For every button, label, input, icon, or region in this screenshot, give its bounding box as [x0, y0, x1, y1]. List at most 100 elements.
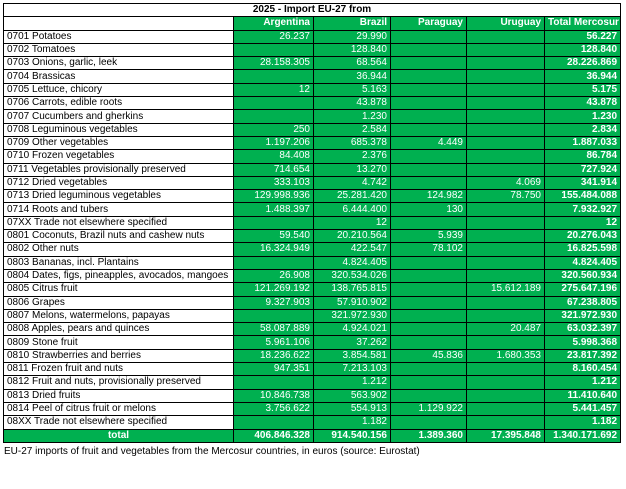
data-row: 0814 Peel of citrus fruit or melons 3.756…	[3, 401, 622, 417]
table-title: 2025 - Import EU-27 from	[2, 2, 622, 18]
value-cell: 5.961.106	[233, 335, 314, 350]
value-cell	[233, 375, 314, 390]
value-cell	[390, 109, 467, 124]
value-cell: 26.237	[233, 29, 314, 44]
value-cell: 320.534.026	[313, 268, 391, 284]
value-cell: 685.378	[313, 135, 391, 151]
column-header: Uruguay	[466, 16, 545, 31]
value-cell	[390, 69, 467, 84]
value-cell	[466, 229, 545, 244]
corner	[3, 16, 234, 31]
value-cell	[466, 415, 545, 430]
value-cell	[390, 56, 467, 71]
data-row: 0812 Fruit and nuts, provisionally prese…	[3, 375, 622, 390]
row-label: 0708 Leguminous vegetables	[3, 122, 234, 137]
row-label: 0710 Frozen vegetables	[3, 149, 234, 164]
column-header: Total Mercosur	[543, 16, 622, 31]
value-cell: 947.351	[233, 362, 314, 377]
data-row: 0806 Grapes 9.327.903 57.910.902 67.238.805	[3, 295, 622, 310]
value-cell	[466, 215, 545, 231]
total-label: total	[3, 428, 234, 443]
value-cell	[466, 308, 545, 324]
value-cell: 15.612.189	[466, 282, 545, 297]
value-cell	[390, 29, 467, 44]
value-cell	[390, 149, 467, 164]
total-cell: 5.441.457	[543, 401, 622, 417]
value-cell	[466, 388, 545, 403]
data-row: 0809 Stone fruit 5.961.106 37.262 5.998.368	[3, 335, 622, 350]
row-label: 0704 Brassicas	[3, 69, 234, 84]
value-cell: 9.327.903	[233, 295, 314, 310]
value-cell	[390, 255, 467, 270]
row-label: 0713 Dried leguminous vegetables	[3, 189, 234, 204]
value-cell: 321.972.930	[313, 308, 391, 324]
value-cell: 1.488.397	[233, 202, 314, 217]
row-label: 0711 Vegetables provisionally preserved	[3, 162, 234, 177]
row-label: 0802 Other nuts	[3, 242, 234, 257]
total-value: 406.846.328	[233, 428, 314, 443]
value-cell	[390, 82, 467, 98]
value-cell: 29.990	[313, 29, 391, 44]
value-cell	[466, 335, 545, 350]
total-cell: 1.887.033	[543, 135, 622, 151]
value-cell: 16.324.949	[233, 242, 314, 257]
row-label: 0705 Lettuce, chicory	[3, 82, 234, 98]
total-cell: 155.484.088	[543, 189, 622, 204]
total-cell: 86.784	[543, 149, 622, 164]
data-row: 08XX Trade not elsewhere specified 1.182 1…	[3, 415, 622, 430]
data-row: 0713 Dried leguminous vegetables 129.998.…	[3, 189, 622, 204]
data-row: 0705 Lettuce, chicory 12 5.163 5.175	[3, 82, 622, 98]
value-cell: 5.163	[313, 82, 391, 98]
data-row: 0702 Tomatoes 128.840 128.840	[3, 42, 622, 58]
total-cell: 11.410.640	[543, 388, 622, 403]
row-label: 0811 Frozen fruit and nuts	[3, 362, 234, 377]
data-row: 0701 Potatoes 26.237 29.990 56.227	[3, 29, 622, 44]
value-cell: 68.564	[313, 56, 391, 71]
data-row: 0710 Frozen vegetables 84.408 2.376 86.784	[3, 149, 622, 164]
total-value: 17.395.848	[466, 428, 545, 443]
value-cell	[390, 122, 467, 137]
value-cell	[466, 362, 545, 377]
total-value: 914.540.156	[313, 428, 391, 443]
value-cell: 1.680.353	[466, 348, 545, 364]
value-cell: 45.836	[390, 348, 467, 364]
value-cell	[233, 96, 314, 111]
data-row: 0804 Dates, figs, pineapples, avocados, …	[3, 268, 622, 284]
value-cell: 4.924.021	[313, 322, 391, 337]
data-row: 0803 Bananas, incl. Plantains 4.824.405 4.…	[3, 255, 622, 270]
total-cell: 2.834	[543, 122, 622, 137]
row-label: 0803 Bananas, incl. Plantains	[3, 255, 234, 270]
value-cell	[390, 322, 467, 337]
total-value: 1.389.360	[390, 428, 467, 443]
value-cell: 3.756.622	[233, 401, 314, 417]
total-cell: 16.825.598	[543, 242, 622, 257]
total-value: 1.340.171.692	[543, 428, 622, 443]
value-cell	[466, 375, 545, 390]
data-row: 0708 Leguminous vegetables 250 2.584 2.834	[3, 122, 622, 137]
data-row: 0707 Cucumbers and gherkins 1.230 1.230	[3, 109, 622, 124]
value-cell: 59.540	[233, 229, 314, 244]
data-row: 0709 Other vegetables 1.197.206 685.378 4.4…	[3, 135, 622, 151]
row-label: 0809 Stone fruit	[3, 335, 234, 350]
total-cell: 341.914	[543, 175, 622, 191]
value-cell	[233, 42, 314, 58]
value-cell: 28.158.305	[233, 56, 314, 71]
value-cell	[466, 255, 545, 270]
total-cell: 43.878	[543, 96, 622, 111]
footnote: EU-27 imports of fruit and vegetables fr…	[4, 446, 420, 457]
value-cell: 554.913	[313, 401, 391, 417]
total-cell: 5.175	[543, 82, 622, 98]
value-cell	[466, 295, 545, 310]
total-cell: 320.560.934	[543, 268, 622, 284]
row-label: 0712 Dried vegetables	[3, 175, 234, 191]
value-cell: 20.487	[466, 322, 545, 337]
data-row: 0810 Strawberries and berries 18.236.622 3…	[3, 348, 622, 364]
value-cell	[466, 162, 545, 177]
value-cell	[466, 69, 545, 84]
row-label: 0709 Other vegetables	[3, 135, 234, 151]
value-cell	[390, 162, 467, 177]
data-row: 0712 Dried vegetables 333.103 4.742 4.069 34…	[3, 175, 622, 191]
value-cell	[233, 69, 314, 84]
table-wrap: 2025 - Import EU-27 from Argentina Brazil P…	[2, 2, 622, 443]
